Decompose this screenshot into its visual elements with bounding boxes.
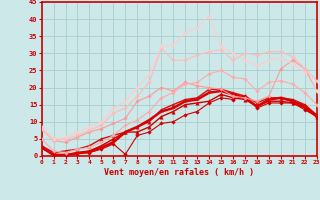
X-axis label: Vent moyen/en rafales ( km/h ): Vent moyen/en rafales ( km/h ) — [104, 168, 254, 177]
